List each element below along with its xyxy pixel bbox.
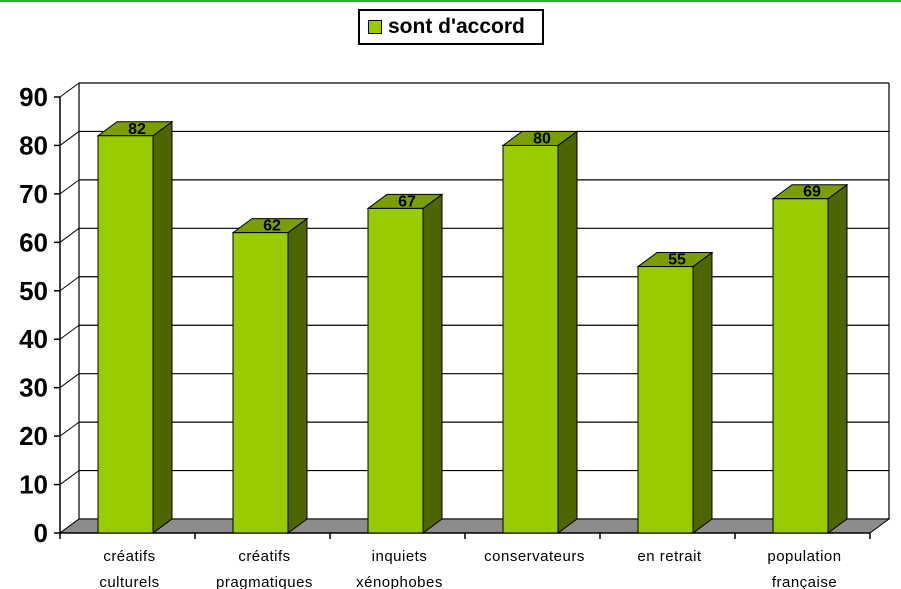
x-tick-label: pragmatiques xyxy=(216,574,313,589)
side-wall-line xyxy=(59,179,80,195)
bar xyxy=(637,266,694,534)
y-tick-label: 70 xyxy=(19,179,48,209)
side-wall-line xyxy=(59,276,80,292)
side-wall-line xyxy=(59,421,80,437)
chart-legend: sont d'accord xyxy=(358,9,544,45)
y-tick-label: 0 xyxy=(34,518,48,548)
y-tick-label: 90 xyxy=(19,82,48,112)
bar xyxy=(367,207,424,534)
side-wall-line xyxy=(59,470,80,485)
bar-side xyxy=(152,120,173,534)
chart-floor xyxy=(58,518,891,534)
y-tick-label: 40 xyxy=(19,324,48,354)
bar-side xyxy=(287,217,308,534)
bar xyxy=(97,135,154,534)
x-tick-label: culturels xyxy=(99,574,159,589)
legend-label: sont d'accord xyxy=(388,15,525,38)
data-label: 62 xyxy=(263,218,281,235)
side-wall-line xyxy=(59,131,80,146)
bar-side xyxy=(422,193,443,534)
data-label: 82 xyxy=(128,121,146,138)
x-tick-label: française xyxy=(772,574,837,589)
data-label: 67 xyxy=(398,193,416,210)
side-wall-line xyxy=(59,324,80,340)
y-tick-label: 50 xyxy=(19,276,48,306)
data-label: 55 xyxy=(668,252,686,269)
bar xyxy=(502,144,559,534)
bar xyxy=(772,198,829,534)
top-border-line xyxy=(0,0,901,2)
x-tick-label: en retrait xyxy=(637,548,702,565)
x-tick-label: conservateurs xyxy=(484,548,585,565)
x-tick-label: inquiets xyxy=(372,548,428,565)
x-tick-label: xénophobes xyxy=(356,574,443,589)
y-tick-label: 10 xyxy=(19,470,48,500)
bar-side xyxy=(557,130,578,534)
x-tick-label: population xyxy=(767,548,841,565)
side-wall-line xyxy=(59,373,80,389)
bar-side xyxy=(827,183,848,534)
y-tick-label: 20 xyxy=(19,421,48,451)
bar xyxy=(232,232,289,534)
y-tick-label: 80 xyxy=(19,130,48,160)
side-wall-line xyxy=(59,227,80,243)
data-label: 80 xyxy=(533,130,551,147)
x-tick-label: créatifs xyxy=(103,548,155,565)
bar-side xyxy=(692,251,713,534)
side-wall-line xyxy=(59,82,80,98)
legend-swatch xyxy=(368,20,382,34)
data-label: 69 xyxy=(803,184,821,201)
y-tick-label: 60 xyxy=(19,227,48,257)
x-tick-label: créatifs xyxy=(238,548,290,565)
y-tick-label: 30 xyxy=(19,373,48,403)
